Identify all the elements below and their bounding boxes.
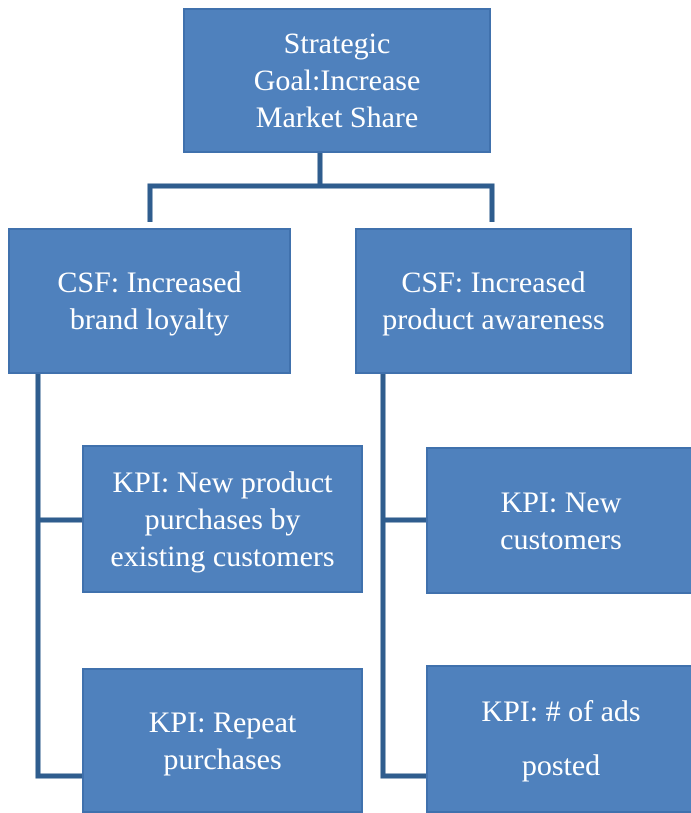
kpi-text: purchases: [163, 742, 282, 776]
connector: [380, 374, 426, 779]
csf-box: CSF: Increased product awareness: [355, 228, 632, 374]
goal-box: Strategic Goal:Increase Market Share: [183, 8, 491, 153]
goal-text: Market Share: [255, 101, 419, 134]
kpi-text: existing customers: [110, 539, 335, 573]
connector: [35, 374, 82, 779]
kpi-box: KPI: New customers: [426, 447, 691, 594]
kpi-box: KPI: New product purchases by existing c…: [82, 445, 363, 593]
goal-text: Goal:Increase: [253, 64, 421, 97]
kpi-text: posted: [521, 749, 601, 782]
csf-text: CSF: Increased: [401, 266, 586, 299]
kpi-text: purchases by: [144, 502, 301, 536]
csf-text: brand loyalty: [69, 303, 230, 336]
csf-text: product awareness: [382, 303, 605, 336]
kpi-text: KPI: # of ads: [481, 695, 641, 728]
connector: [147, 183, 495, 222]
kpi-text: KPI: New product: [112, 465, 333, 499]
csf-box: CSF: Increased brand loyalty: [8, 228, 291, 374]
kpi-box: KPI: # of ads posted: [426, 665, 691, 813]
kpi-text: customers: [500, 522, 622, 556]
goal-text: Strategic: [283, 27, 391, 60]
kpi-box: KPI: Repeat purchases: [82, 668, 363, 813]
kpi-text: KPI: New: [500, 485, 622, 519]
csf-text: CSF: Increased: [57, 266, 242, 299]
kpi-text: KPI: Repeat: [148, 705, 297, 739]
